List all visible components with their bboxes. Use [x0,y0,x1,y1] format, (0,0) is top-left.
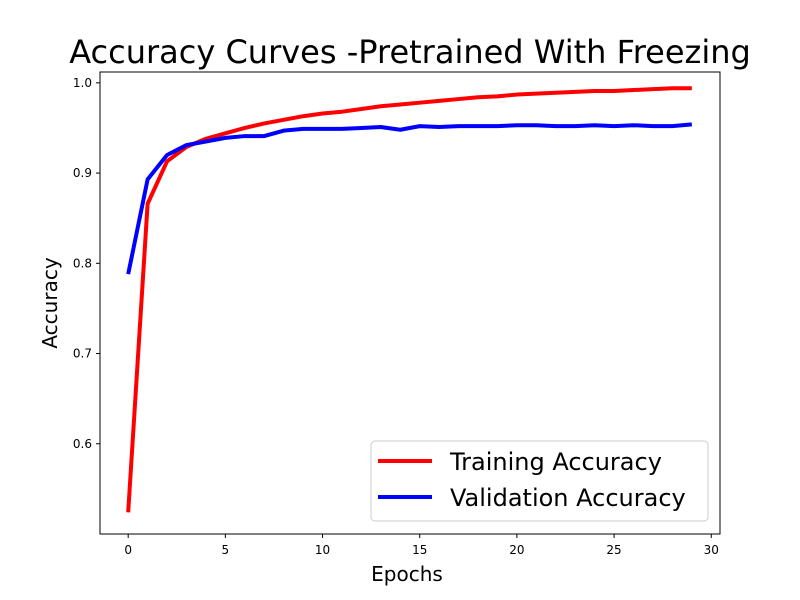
x-tick-label: 20 [509,543,524,557]
chart-title: Accuracy Curves -Pretrained With Freezin… [69,33,751,71]
y-tick-label: 0.7 [73,347,92,361]
x-tick-label: 5 [222,543,230,557]
x-tick-label: 30 [704,543,719,557]
legend-label-validation: Validation Accuracy [450,484,686,512]
x-tick-label: 25 [606,543,621,557]
legend-box [370,440,709,522]
y-axis-label: Accuracy [38,257,62,348]
series-line-validation [126,122,693,275]
legend-label-training: Training Accuracy [449,448,662,476]
legend: Training Accuracy Validation Accuracy [370,440,709,522]
y-tick-label: 0.6 [73,437,92,451]
x-tick-label: 15 [412,543,427,557]
x-axis-ticks: 0 5 10 15 20 25 30 [124,534,719,557]
x-axis-label: Epochs [371,562,443,586]
series-lines [126,86,693,513]
series-line-training [126,86,692,513]
x-tick-label: 0 [124,543,132,557]
y-tick-label: 0.8 [73,256,92,270]
x-tick-label: 10 [315,543,330,557]
y-tick-label: 1.0 [73,76,92,90]
y-tick-label: 0.9 [73,166,92,180]
y-axis-ticks: 0.6 0.7 0.8 0.9 1.0 [73,76,100,451]
